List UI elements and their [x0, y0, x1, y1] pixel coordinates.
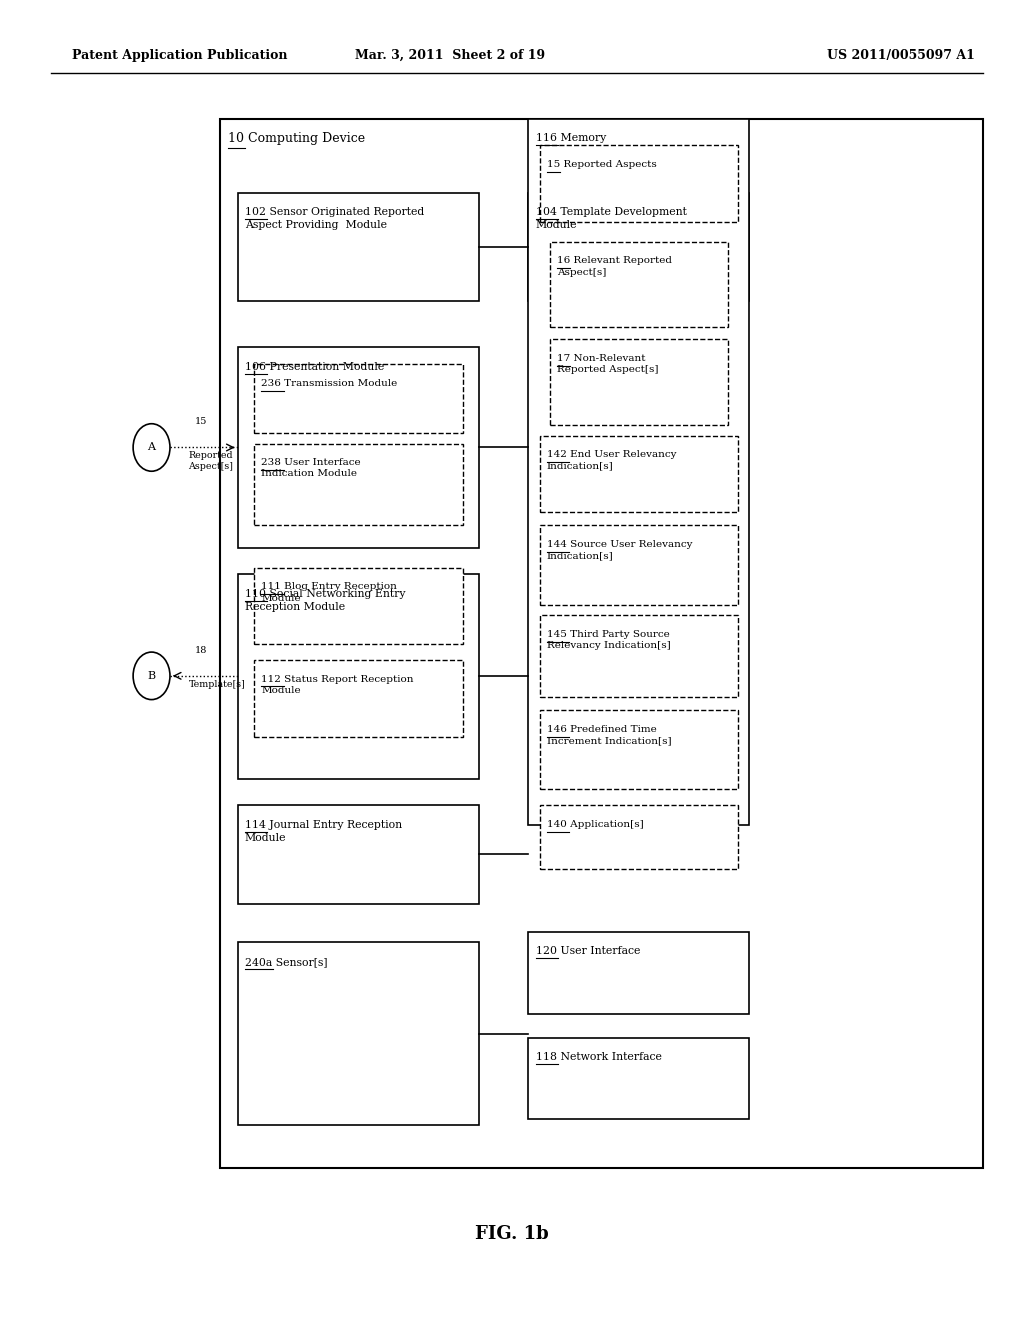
Text: 146 Predefined Time
Increment Indication[s]: 146 Predefined Time Increment Indication… — [547, 725, 672, 744]
Bar — [528, 119, 749, 825]
Bar — [254, 660, 463, 737]
Text: 112 Status Report Reception
Module: 112 Status Report Reception Module — [261, 675, 414, 694]
Text: Reported
Aspect[s]: Reported Aspect[s] — [188, 451, 233, 471]
Bar — [254, 568, 463, 644]
Text: 10 Computing Device: 10 Computing Device — [228, 132, 366, 145]
Text: 17 Non-Relevant
Reported Aspect[s]: 17 Non-Relevant Reported Aspect[s] — [557, 354, 658, 374]
Text: 114 Journal Entry Reception
Module: 114 Journal Entry Reception Module — [245, 820, 401, 842]
Text: 15 Reported Aspects: 15 Reported Aspects — [547, 160, 656, 169]
Bar — [540, 710, 738, 789]
Bar — [550, 242, 728, 327]
Text: 15: 15 — [195, 417, 207, 426]
Bar — [540, 805, 738, 869]
Text: 104 Template Development
Module: 104 Template Development Module — [536, 207, 686, 230]
Text: 240a Sensor[s]: 240a Sensor[s] — [245, 957, 328, 968]
Text: US 2011/0055097 A1: US 2011/0055097 A1 — [827, 49, 975, 62]
Bar — [220, 119, 983, 1168]
Bar — [238, 574, 479, 779]
Text: A: A — [147, 442, 156, 453]
Text: B: B — [147, 671, 156, 681]
Bar — [540, 436, 738, 512]
Text: Template[s]: Template[s] — [188, 680, 246, 689]
Bar — [550, 339, 728, 425]
Text: 236 Transmission Module: 236 Transmission Module — [261, 379, 397, 388]
Text: 16 Relevant Reported
Aspect[s]: 16 Relevant Reported Aspect[s] — [557, 256, 672, 276]
Bar — [254, 444, 463, 525]
Text: 144 Source User Relevancy
Indication[s]: 144 Source User Relevancy Indication[s] — [547, 540, 692, 560]
Bar — [238, 193, 479, 301]
Text: 145 Third Party Source
Relevancy Indication[s]: 145 Third Party Source Relevancy Indicat… — [547, 630, 671, 649]
Text: 106 Presentation Module: 106 Presentation Module — [245, 362, 384, 372]
Bar — [238, 942, 479, 1125]
Text: 102 Sensor Originated Reported
Aspect Providing  Module: 102 Sensor Originated Reported Aspect Pr… — [245, 207, 424, 230]
Text: 238 User Interface
Indication Module: 238 User Interface Indication Module — [261, 458, 360, 478]
Bar — [254, 364, 463, 433]
Text: 120 User Interface: 120 User Interface — [536, 946, 640, 957]
Text: FIG. 1b: FIG. 1b — [475, 1225, 549, 1243]
Bar — [540, 525, 738, 605]
Bar — [238, 805, 479, 904]
Bar — [540, 615, 738, 697]
Text: Mar. 3, 2011  Sheet 2 of 19: Mar. 3, 2011 Sheet 2 of 19 — [355, 49, 546, 62]
Text: 116 Memory: 116 Memory — [536, 133, 606, 144]
Bar — [540, 145, 738, 222]
Text: 111 Blog Entry Reception
Module: 111 Blog Entry Reception Module — [261, 582, 397, 602]
Bar — [528, 193, 749, 301]
Text: 118 Network Interface: 118 Network Interface — [536, 1052, 662, 1063]
Text: 110 Social Networking Entry
Reception Module: 110 Social Networking Entry Reception Mo… — [245, 589, 406, 611]
Bar — [528, 932, 749, 1014]
Text: 142 End User Relevancy
Indication[s]: 142 End User Relevancy Indication[s] — [547, 450, 676, 470]
Text: 18: 18 — [195, 645, 207, 655]
Text: 140 Application[s]: 140 Application[s] — [547, 820, 643, 829]
Bar — [238, 347, 479, 548]
Bar — [528, 1038, 749, 1119]
Text: Patent Application Publication: Patent Application Publication — [72, 49, 287, 62]
